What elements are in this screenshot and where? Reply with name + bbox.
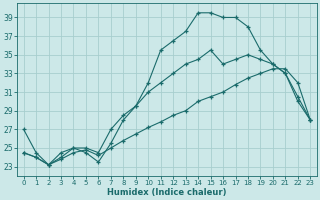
- X-axis label: Humidex (Indice chaleur): Humidex (Indice chaleur): [107, 188, 227, 197]
